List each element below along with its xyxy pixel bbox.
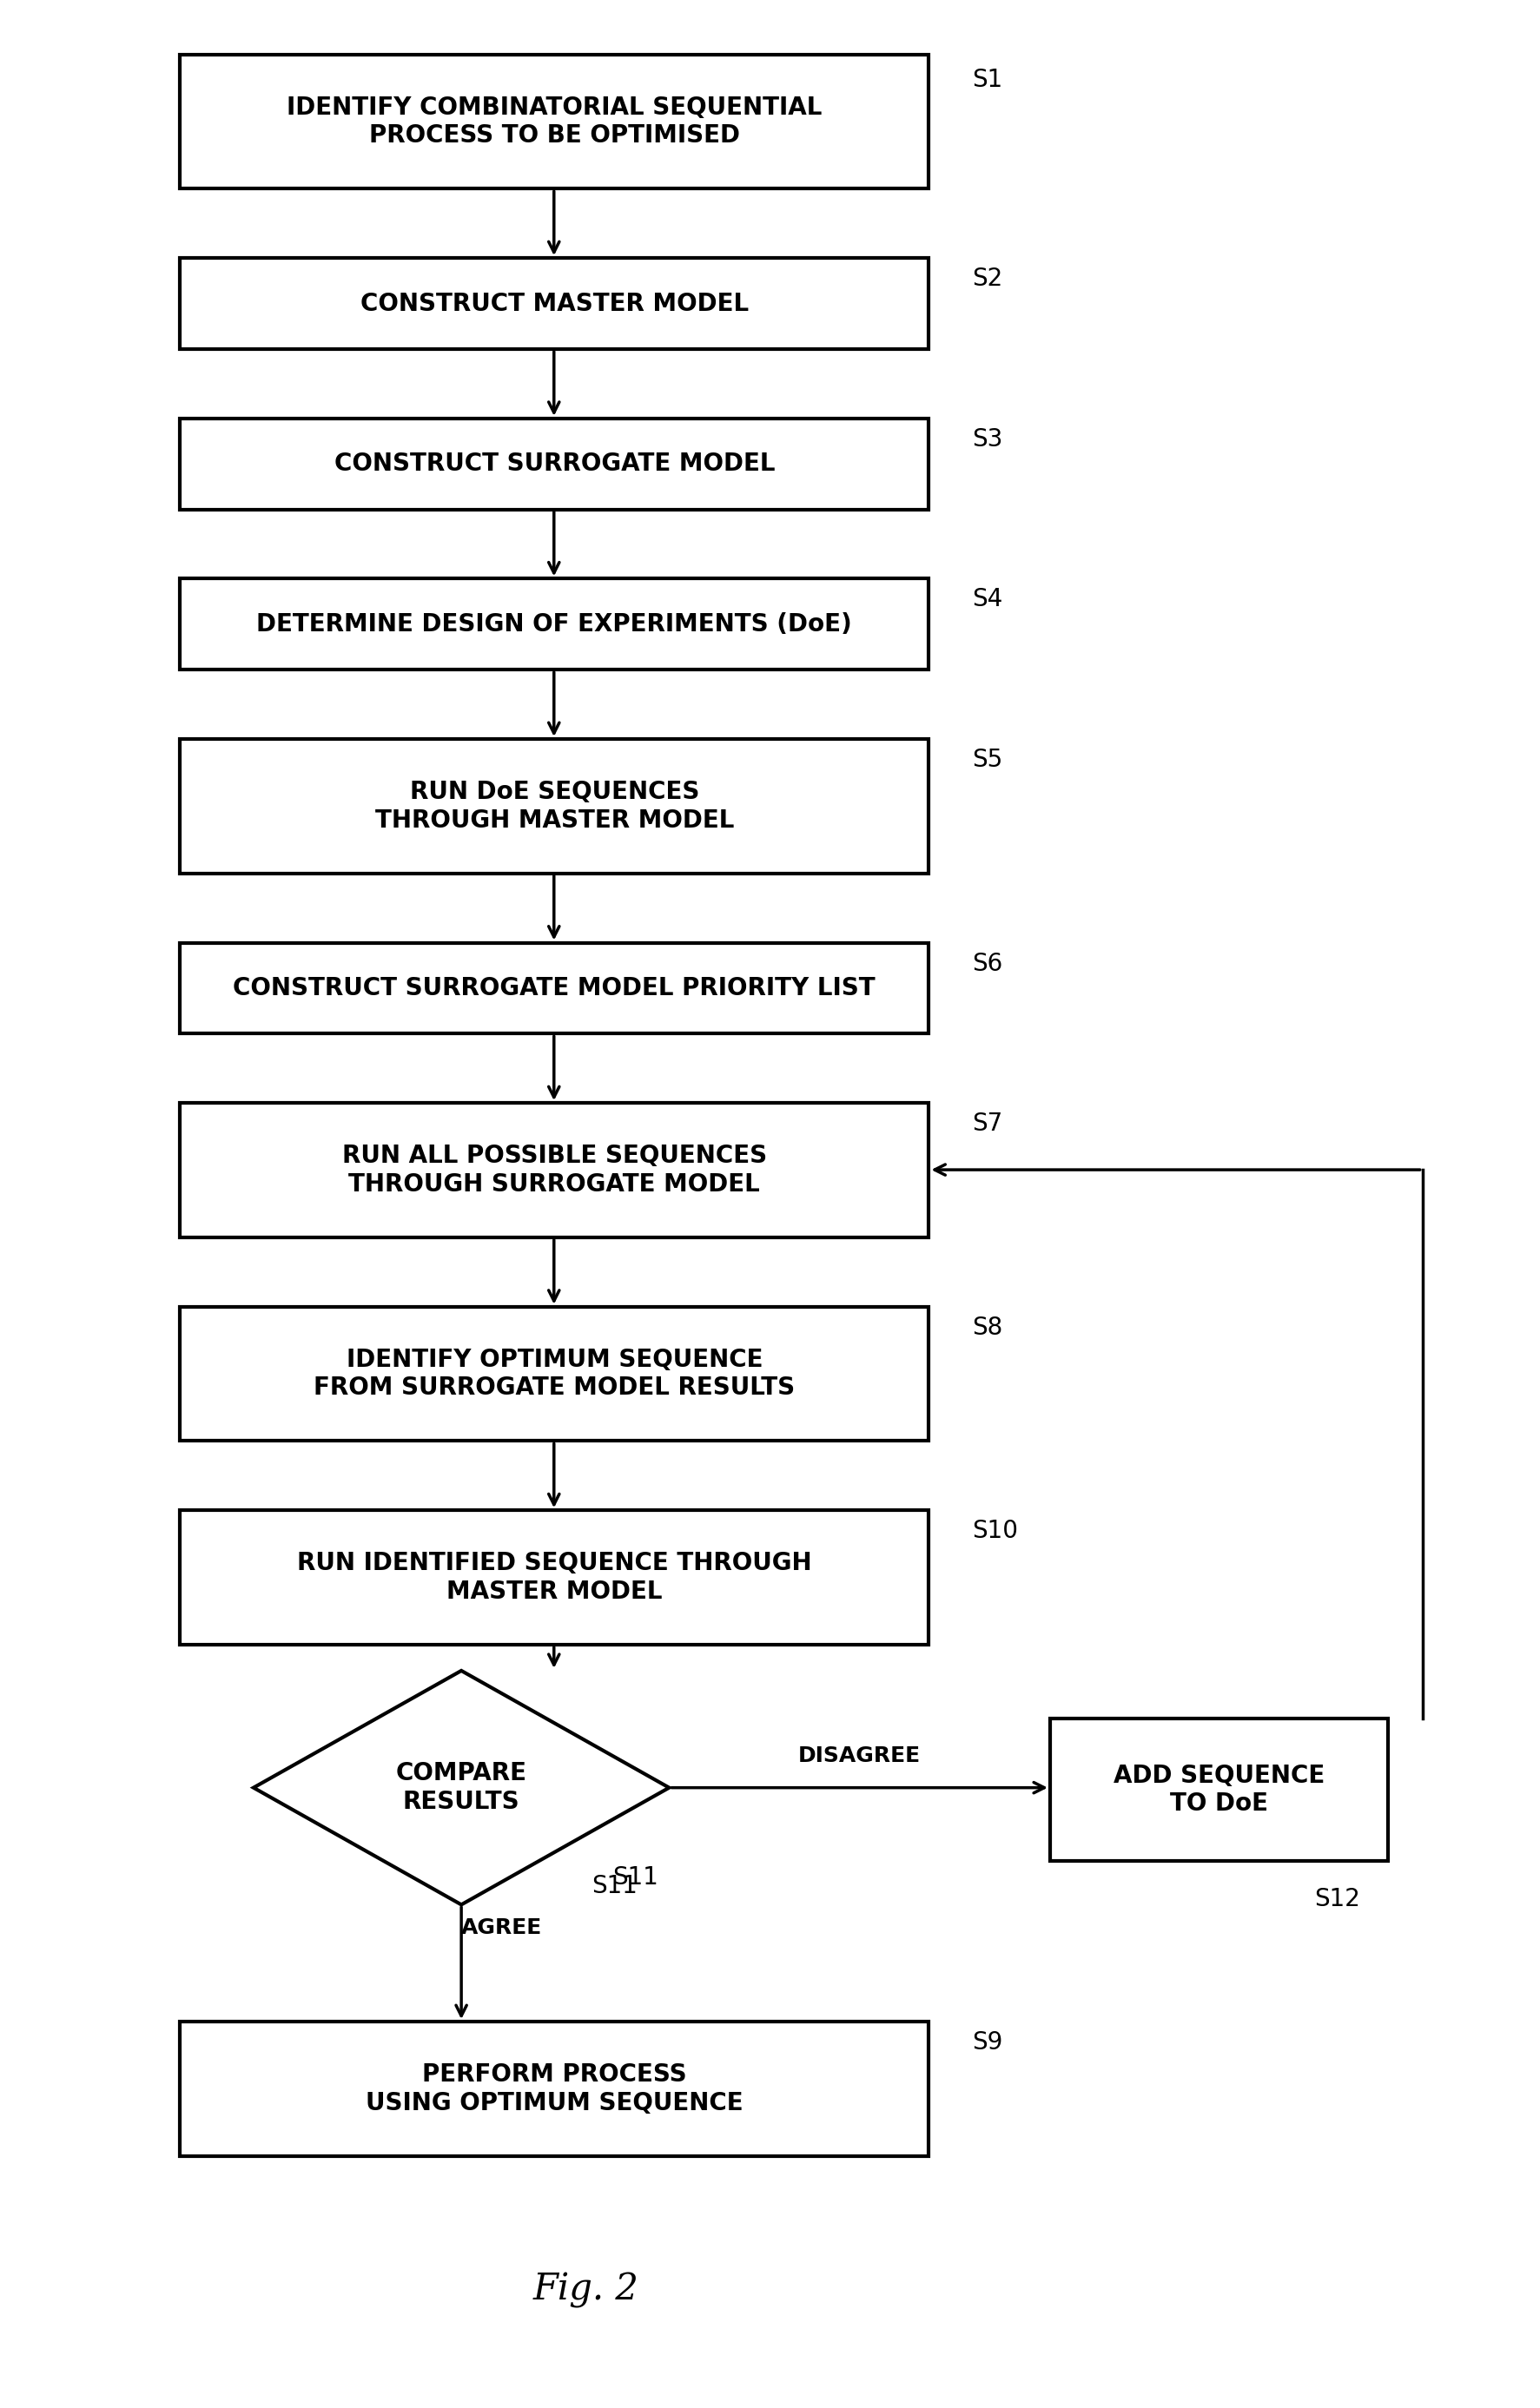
FancyBboxPatch shape <box>180 1308 929 1440</box>
Text: S7: S7 <box>972 1112 1003 1137</box>
FancyBboxPatch shape <box>1050 1719 1388 1861</box>
Text: COMPARE
RESULTS: COMPARE RESULTS <box>396 1763 527 1813</box>
Text: IDENTIFY COMBINATORIAL SEQUENTIAL
PROCESS TO BE OPTIMISED: IDENTIFY COMBINATORIAL SEQUENTIAL PROCES… <box>286 96 822 147</box>
Text: S10: S10 <box>972 1519 1018 1544</box>
Text: RUN ALL POSSIBLE SEQUENCES
THROUGH SURROGATE MODEL: RUN ALL POSSIBLE SEQUENCES THROUGH SURRO… <box>342 1144 767 1197</box>
Text: S8: S8 <box>972 1315 1003 1339</box>
Text: CONSTRUCT MASTER MODEL: CONSTRUCT MASTER MODEL <box>360 291 748 315</box>
Text: S6: S6 <box>972 951 1003 975</box>
Polygon shape <box>254 1671 668 1905</box>
FancyBboxPatch shape <box>180 419 929 510</box>
Text: CONSTRUCT SURROGATE MODEL: CONSTRUCT SURROGATE MODEL <box>334 453 775 477</box>
Text: S12: S12 <box>1314 1888 1360 1912</box>
Text: IDENTIFY OPTIMUM SEQUENCE
FROM SURROGATE MODEL RESULTS: IDENTIFY OPTIMUM SEQUENCE FROM SURROGATE… <box>314 1348 795 1399</box>
Text: S4: S4 <box>972 588 1003 612</box>
Text: S11: S11 <box>591 1873 636 1898</box>
FancyBboxPatch shape <box>180 258 929 349</box>
FancyBboxPatch shape <box>180 942 929 1033</box>
Text: S1: S1 <box>972 67 1003 92</box>
Text: S5: S5 <box>972 749 1003 773</box>
Text: DISAGREE: DISAGREE <box>798 1746 921 1765</box>
Text: RUN IDENTIFIED SEQUENCE THROUGH
MASTER MODEL: RUN IDENTIFIED SEQUENCE THROUGH MASTER M… <box>297 1551 812 1604</box>
FancyBboxPatch shape <box>180 578 929 669</box>
Text: S2: S2 <box>972 267 1003 291</box>
FancyBboxPatch shape <box>180 1103 929 1238</box>
FancyBboxPatch shape <box>180 739 929 874</box>
Text: S9: S9 <box>972 2030 1003 2054</box>
FancyBboxPatch shape <box>180 1510 929 1645</box>
Text: PERFORM PROCESS
USING OPTIMUM SEQUENCE: PERFORM PROCESS USING OPTIMUM SEQUENCE <box>365 2064 742 2114</box>
FancyBboxPatch shape <box>180 2023 929 2155</box>
Text: CONSTRUCT SURROGATE MODEL PRIORITY LIST: CONSTRUCT SURROGATE MODEL PRIORITY LIST <box>233 975 875 999</box>
Text: ADD SEQUENCE
TO DoE: ADD SEQUENCE TO DoE <box>1113 1763 1324 1816</box>
Text: AGREE: AGREE <box>460 1917 542 1938</box>
Text: RUN DoE SEQUENCES
THROUGH MASTER MODEL: RUN DoE SEQUENCES THROUGH MASTER MODEL <box>374 780 733 833</box>
Text: Fig. 2: Fig. 2 <box>533 2273 639 2309</box>
Text: S11: S11 <box>613 1866 659 1890</box>
Text: S3: S3 <box>972 426 1003 450</box>
FancyBboxPatch shape <box>180 55 929 188</box>
Text: DETERMINE DESIGN OF EXPERIMENTS (DoE): DETERMINE DESIGN OF EXPERIMENTS (DoE) <box>257 612 852 636</box>
